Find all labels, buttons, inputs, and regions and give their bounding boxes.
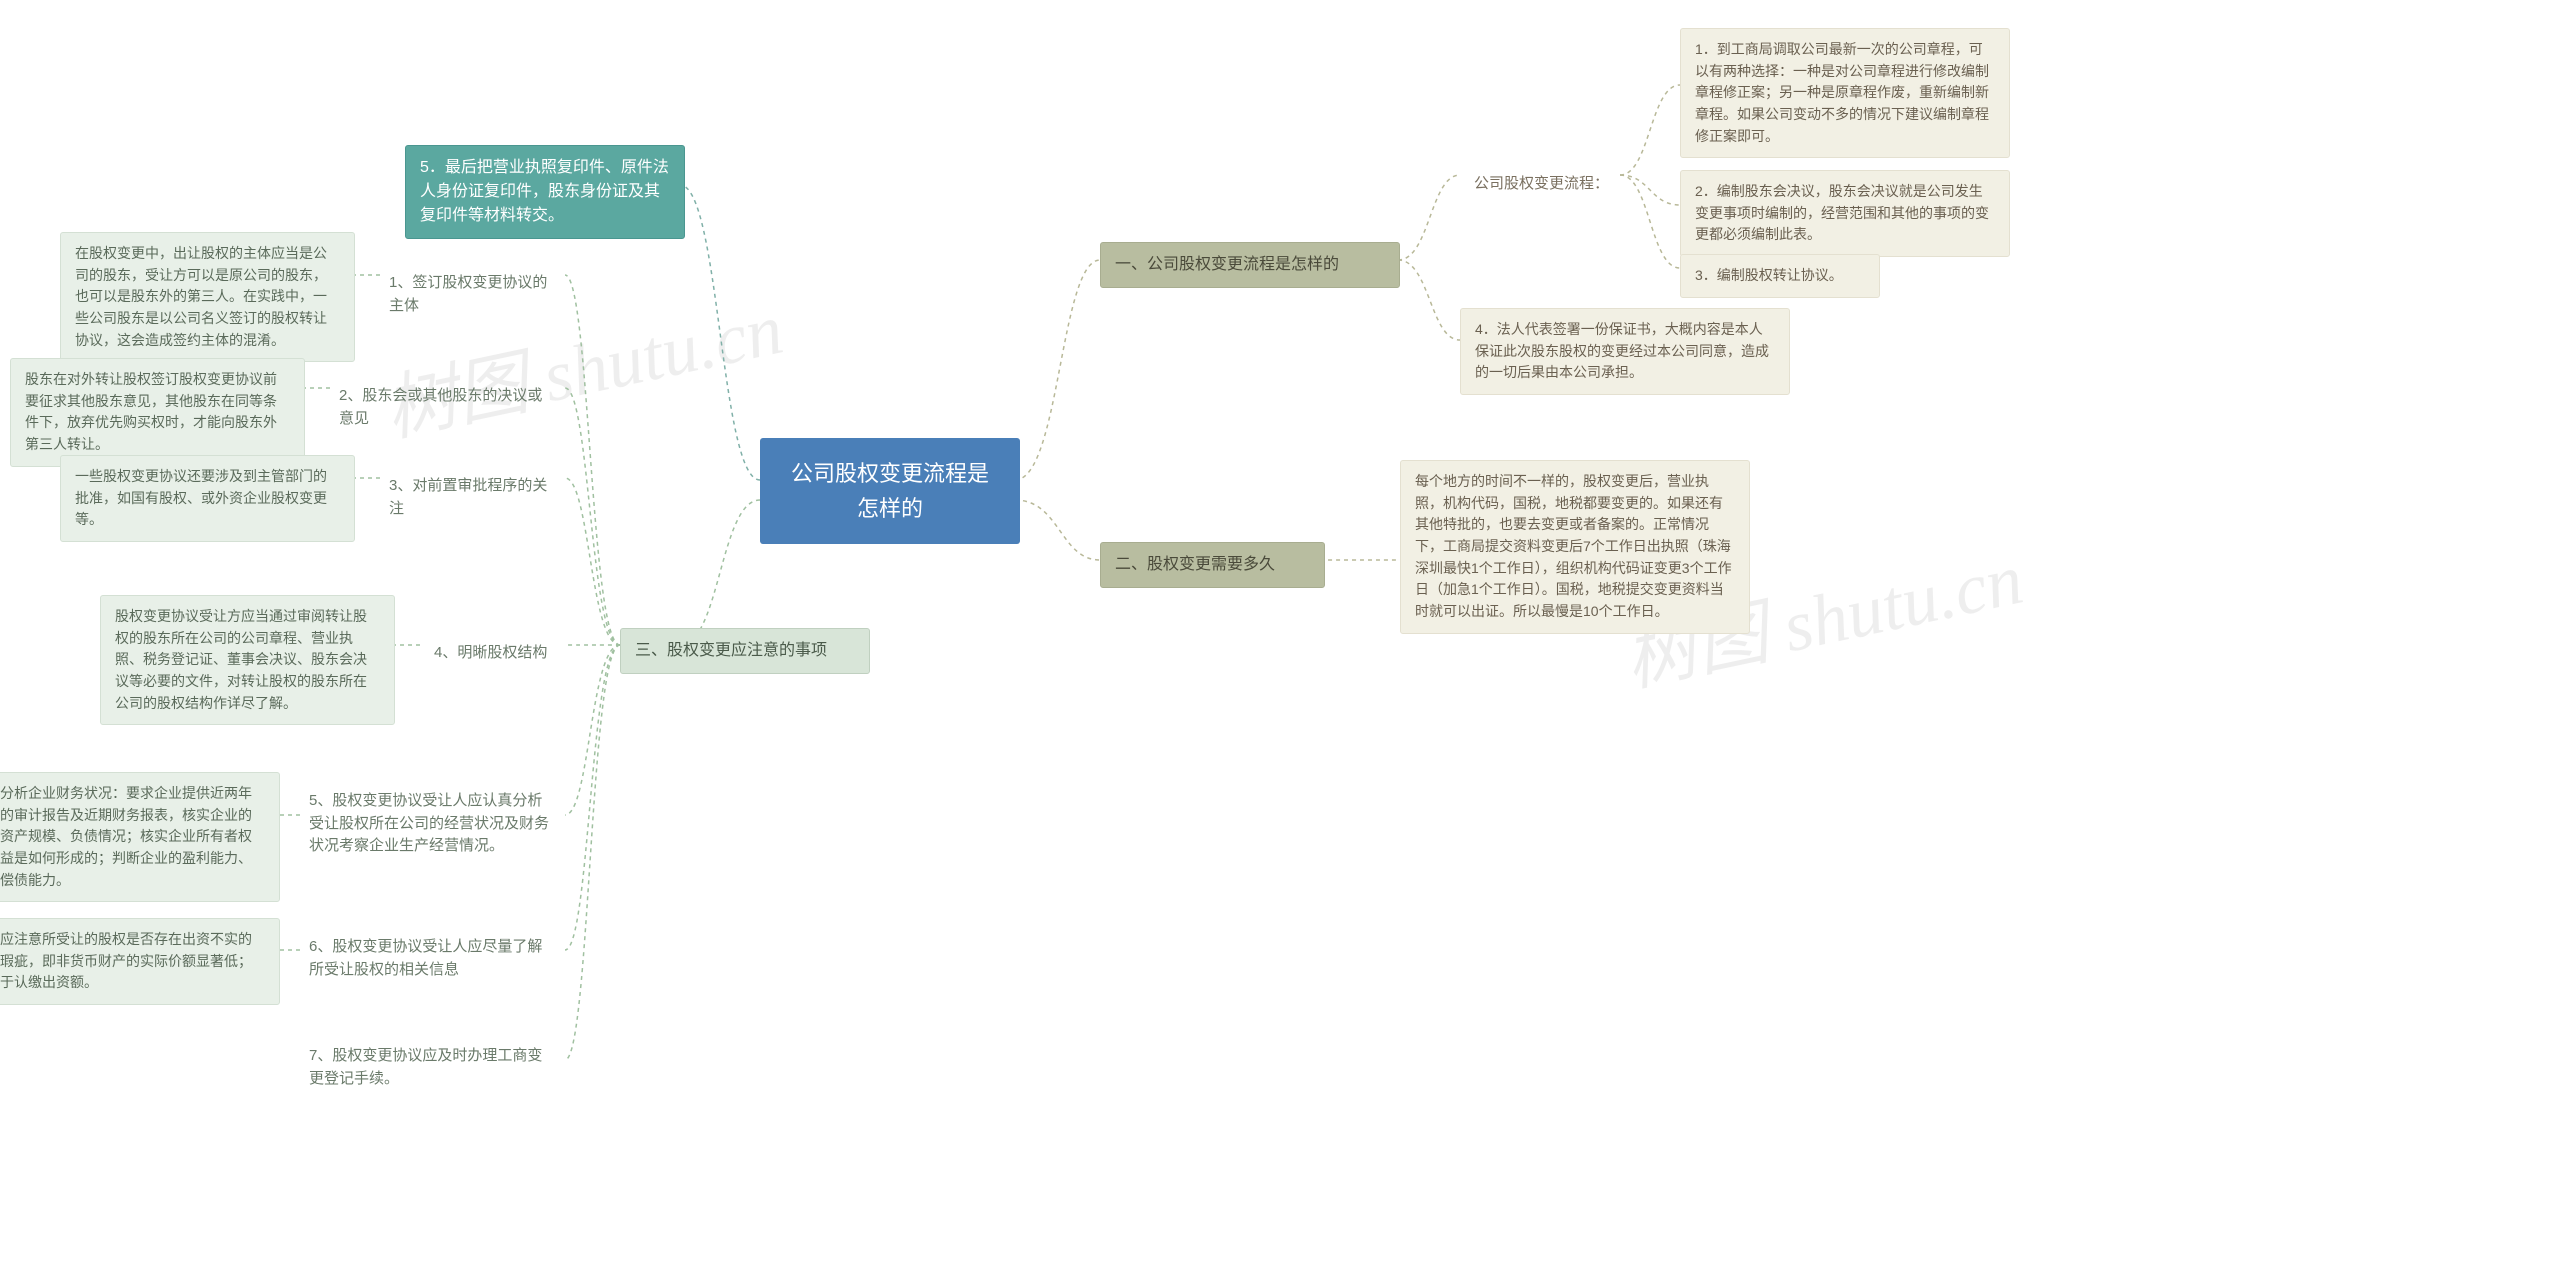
sub-l-3: 3、对前置审批程序的关注 (375, 465, 570, 530)
root-node: 公司股权变更流程是怎样的 (760, 438, 1020, 544)
leaf-l-6: 应注意所受让的股权是否存在出资不实的瑕疵，即非货币财产的实际价额显著低；于认缴出… (0, 918, 280, 1005)
sub-l-6: 6、股权变更协议受让人应尽量了解所受让股权的相关信息 (295, 926, 570, 991)
branch-left-green: 三、股权变更应注意的事项 (620, 628, 870, 674)
leaf-l-1: 在股权变更中，出让股权的主体应当是公司的股东，受让方可以是原公司的股东，也可以是… (60, 232, 355, 362)
sub-l-7-text: 7、股权变更协议应及时办理工商变更登记手续。 (309, 1047, 542, 1087)
leaf-r1-3-text: 3．编制股权转让协议。 (1695, 267, 1843, 283)
leaf-l-4-text: 股权变更协议受让方应当通过审阅转让股权的股东所在公司的公司章程、营业执照、税务登… (115, 608, 367, 711)
branch-r1-label: 一、公司股权变更流程是怎样的 (1115, 256, 1339, 273)
sub-l-5-text: 5、股权变更协议受让人应认真分析受让股权所在公司的经营状况及财务状况考察企业生产… (309, 792, 549, 854)
leaf-r1-1: 1．到工商局调取公司最新一次的公司章程，可以有两种选择：一种是对公司章程进行修改… (1680, 28, 2010, 158)
leaf-l-2: 股东在对外转让股权签订股权变更协议前要征求其他股东意见，其他股东在同等条件下，放… (10, 358, 305, 467)
leaf-r2-text: 每个地方的时间不一样的，股权变更后，营业执照，机构代码，国税，地税都要变更的。如… (1415, 473, 1732, 619)
sub-l-4: 4、明晰股权结构 (420, 632, 570, 675)
branch-right-2: 二、股权变更需要多久 (1100, 542, 1325, 588)
sub-l-2: 2、股东会或其他股东的决议或意见 (325, 375, 570, 440)
leaf-r1-2: 2．编制股东会决议，股东会决议就是公司发生变更事项时编制的，经营范围和其他的事项… (1680, 170, 2010, 257)
branch-teal-text: 5．最后把营业执照复印件、原件法人身份证复印件，股东身份证及其复印件等材料转交。 (420, 159, 669, 224)
sub-l-7: 7、股权变更协议应及时办理工商变更登记手续。 (295, 1035, 570, 1100)
sub-l-5: 5、股权变更协议受让人应认真分析受让股权所在公司的经营状况及财务状况考察企业生产… (295, 780, 570, 868)
leaf-r1-1-text: 1．到工商局调取公司最新一次的公司章程，可以有两种选择：一种是对公司章程进行修改… (1695, 41, 1989, 144)
leaf-l-1-text: 在股权变更中，出让股权的主体应当是公司的股东，受让方可以是原公司的股东，也可以是… (75, 245, 327, 348)
leaf-r2: 每个地方的时间不一样的，股权变更后，营业执照，机构代码，国税，地税都要变更的。如… (1400, 460, 1750, 634)
sub-l-1: 1、签订股权变更协议的主体 (375, 262, 570, 327)
leaf-r1-3: 3．编制股权转让协议。 (1680, 254, 1880, 298)
leaf-l-6-text: 应注意所受让的股权是否存在出资不实的瑕疵，即非货币财产的实际价额显著低；于认缴出… (0, 931, 252, 990)
leaf-l-3-text: 一些股权变更协议还要涉及到主管部门的批准，如国有股权、或外资企业股权变更等。 (75, 468, 327, 527)
branch-left-top: 5．最后把营业执照复印件、原件法人身份证复印件，股东身份证及其复印件等材料转交。 (405, 145, 685, 239)
sub-l-1-text: 1、签订股权变更协议的主体 (389, 274, 547, 314)
sub-l-2-text: 2、股东会或其他股东的决议或意见 (339, 387, 542, 427)
sub-l-4-text: 4、明晰股权结构 (434, 644, 547, 661)
root-text: 公司股权变更流程是怎样的 (791, 461, 989, 521)
leaf-l-2-text: 股东在对外转让股权签订股权变更协议前要征求其他股东意见，其他股东在同等条件下，放… (25, 371, 277, 452)
leaf-r1-2-text: 2．编制股东会决议，股东会决议就是公司发生变更事项时编制的，经营范围和其他的事项… (1695, 183, 1989, 242)
leaf-l-4: 股权变更协议受让方应当通过审阅转让股权的股东所在公司的公司章程、营业执照、税务登… (100, 595, 395, 725)
sub-l-6-text: 6、股权变更协议受让人应尽量了解所受让股权的相关信息 (309, 938, 542, 978)
leaf-r1-4-text: 4．法人代表签署一份保证书，大概内容是本人保证此次股东股权的变更经过本公司同意，… (1475, 321, 1769, 380)
sub-r1-text: 公司股权变更流程： (1474, 175, 1609, 192)
leaf-l-5-text: 分析企业财务状况：要求企业提供近两年的审计报告及近期财务报表，核实企业的资产规模… (0, 785, 252, 888)
leaf-l-5: 分析企业财务状况：要求企业提供近两年的审计报告及近期财务报表，核实企业的资产规模… (0, 772, 280, 902)
sub-r1: 公司股权变更流程： (1460, 163, 1625, 206)
sub-l-3-text: 3、对前置审批程序的关注 (389, 477, 547, 517)
branch-right-1: 一、公司股权变更流程是怎样的 (1100, 242, 1400, 288)
leaf-r1-4: 4．法人代表签署一份保证书，大概内容是本人保证此次股东股权的变更经过本公司同意，… (1460, 308, 1790, 395)
branch-green-text: 三、股权变更应注意的事项 (635, 642, 827, 659)
leaf-l-3: 一些股权变更协议还要涉及到主管部门的批准，如国有股权、或外资企业股权变更等。 (60, 455, 355, 542)
branch-r2-label: 二、股权变更需要多久 (1115, 556, 1275, 573)
